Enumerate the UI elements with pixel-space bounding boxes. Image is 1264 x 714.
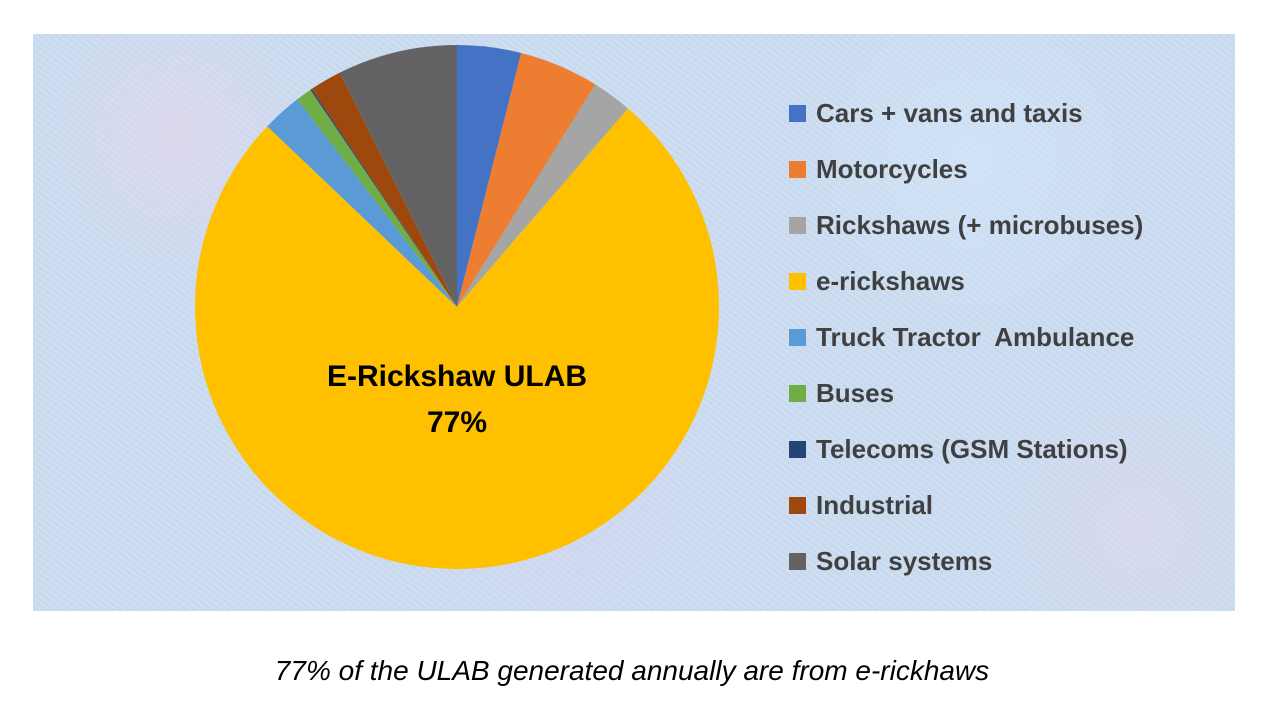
legend-item-5: Buses xyxy=(789,365,1143,421)
legend-item-1: Motorcycles xyxy=(789,141,1143,197)
legend-label: Truck Tractor Ambulance xyxy=(816,321,1135,352)
legend-label: Motorcycles xyxy=(816,153,968,184)
legend-label: Industrial xyxy=(816,489,934,520)
pie-slice-0 xyxy=(457,45,522,307)
pie-slice-3 xyxy=(195,108,720,569)
pie-annotation-percent: 77% xyxy=(426,406,488,439)
legend-label: e-rickshaws xyxy=(816,265,965,296)
legend-swatch xyxy=(789,272,806,290)
pie-annotation: E-Rickshaw ULAB 77% xyxy=(317,354,597,446)
legend-item-0: Cars + vans and taxis xyxy=(789,85,1143,141)
legend-swatch xyxy=(789,328,806,346)
legend-label: Telecoms (GSM Stations) xyxy=(816,433,1128,464)
pie-slice-6 xyxy=(310,88,457,308)
pie-slice-5 xyxy=(297,89,457,307)
legend-item-6: Telecoms (GSM Stations) xyxy=(789,421,1143,477)
chart-panel: E-Rickshaw ULAB 77% Cars + vans and taxi… xyxy=(33,34,1235,611)
legend-label: Cars + vans and taxis xyxy=(816,97,1083,128)
legend-swatch xyxy=(789,216,806,234)
pie-slices xyxy=(195,45,720,569)
legend-label: Rickshaws (+ microbuses) xyxy=(816,209,1144,240)
pie-slice-1 xyxy=(457,52,596,308)
legend-swatch xyxy=(789,496,806,514)
pie-annotation-title: E-Rickshaw ULAB xyxy=(326,360,588,393)
figure-caption: 77% of the ULAB generated annually are f… xyxy=(274,655,990,686)
legend-item-4: Truck Tractor Ambulance xyxy=(789,309,1143,365)
legend-swatch xyxy=(789,160,806,178)
pie-slice-2 xyxy=(457,84,629,307)
legend-label: Buses xyxy=(816,377,895,408)
pie-slice-8 xyxy=(339,45,457,307)
legend-swatch xyxy=(789,104,806,122)
legend-swatch xyxy=(789,552,806,570)
legend-item-3: e-rickshaws xyxy=(789,253,1143,309)
legend-swatch xyxy=(789,440,806,458)
chart-legend: Cars + vans and taxis Motorcycles Rickshaw… xyxy=(789,85,1143,589)
pie-slice-4 xyxy=(267,99,457,307)
legend-item-2: Rickshaws (+ microbuses) xyxy=(789,197,1143,253)
legend-label: Solar systems xyxy=(816,545,993,576)
legend-swatch xyxy=(789,384,806,402)
pie-chart xyxy=(195,45,720,569)
legend-item-8: Solar systems xyxy=(789,533,1143,589)
legend-item-7: Industrial xyxy=(789,477,1143,533)
pie-slice-7 xyxy=(311,72,457,308)
